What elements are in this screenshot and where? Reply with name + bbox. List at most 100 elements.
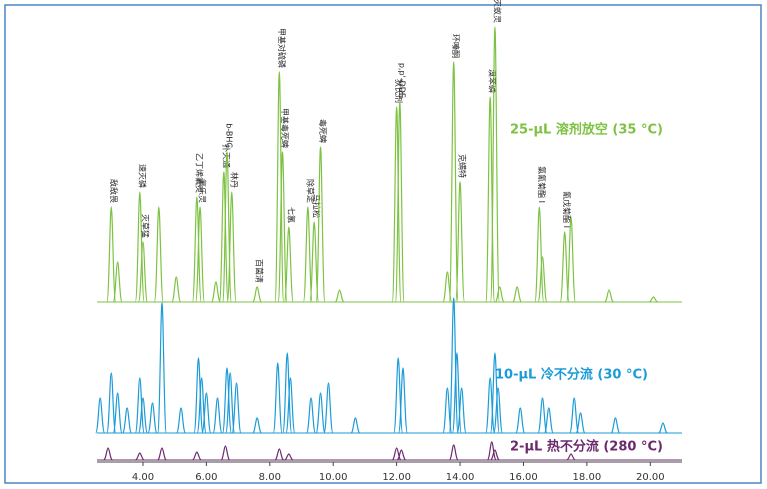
peak	[393, 357, 404, 434]
peak	[95, 397, 106, 434]
peak	[315, 146, 326, 303]
peak	[134, 191, 145, 303]
peak	[448, 61, 459, 303]
peak	[274, 448, 285, 461]
peak	[604, 289, 614, 303]
peak	[512, 286, 523, 303]
peak	[147, 402, 158, 434]
peak	[448, 297, 459, 434]
peak	[448, 444, 459, 461]
peak	[323, 382, 334, 434]
peak	[252, 286, 263, 303]
peak	[456, 387, 467, 434]
peak	[489, 26, 500, 303]
peak	[284, 453, 294, 461]
peak-label: 毒死蜱	[318, 119, 328, 143]
x-tick-label: 14.00	[446, 472, 475, 483]
peak	[489, 352, 500, 434]
frame	[4, 4, 762, 484]
peak	[135, 452, 145, 461]
peak	[282, 352, 293, 434]
peak-label: b-BHC	[225, 123, 234, 148]
peak	[306, 397, 317, 434]
peak-label: 乙丁烯氟灵	[194, 153, 204, 193]
peak	[566, 216, 577, 303]
peak	[272, 362, 283, 434]
peak	[157, 302, 167, 434]
peak	[192, 451, 202, 461]
peak	[490, 449, 500, 461]
peak-label: 百菌清	[255, 259, 265, 283]
peak	[302, 206, 313, 303]
peak	[153, 206, 164, 303]
peak	[122, 407, 133, 434]
peak-label: 扑灭通	[221, 144, 231, 168]
peak-label: 马拉松	[312, 194, 322, 218]
peak	[543, 407, 554, 434]
peak	[537, 397, 548, 434]
peak-label: 狄氏剂	[394, 79, 404, 103]
peak-label: 克螨特	[458, 154, 468, 178]
peak	[195, 206, 206, 303]
peak	[334, 289, 345, 303]
peak	[274, 71, 285, 303]
peak	[648, 296, 659, 303]
x-tick-label: 18.00	[573, 472, 602, 483]
peak	[218, 171, 229, 303]
peak	[658, 422, 668, 434]
x-tick-label: 4.00	[132, 472, 154, 483]
peak	[252, 417, 263, 434]
peak-label: 氯氰菊酯 I	[537, 166, 547, 203]
x-tick-label: 12.00	[382, 472, 411, 483]
peak	[134, 377, 145, 434]
x-tick-label: 16.00	[509, 472, 538, 483]
peak	[225, 372, 236, 434]
peak	[455, 181, 466, 303]
peak	[137, 241, 148, 303]
peak	[610, 417, 621, 434]
peak-label: 甲基对硫磷	[277, 28, 287, 68]
peak	[106, 372, 117, 434]
peak-label: 敌敌畏	[109, 179, 119, 203]
peak	[559, 231, 570, 303]
peak	[171, 276, 182, 303]
peak	[103, 447, 113, 461]
peak	[315, 392, 326, 434]
peak-label: 氟乐灵	[198, 179, 208, 203]
peak	[391, 106, 402, 303]
peak	[137, 397, 148, 434]
peak-label: 七氯	[286, 207, 296, 223]
peak	[176, 407, 187, 434]
peak	[226, 191, 237, 303]
x-tick-label: 20.00	[636, 472, 665, 483]
peak	[285, 377, 296, 434]
peak-label: 林丹	[229, 172, 239, 188]
peak	[485, 377, 496, 434]
peak-label: 环嗪酮	[451, 34, 461, 58]
peak	[396, 449, 407, 461]
peak	[537, 256, 548, 303]
peak-label: 溴苯磷	[488, 69, 498, 93]
peak	[569, 397, 580, 434]
peak	[157, 447, 167, 461]
peak	[515, 407, 526, 434]
x-tick-label: 10.00	[319, 472, 348, 483]
peak	[391, 447, 402, 461]
peak-label: p,p'-DDE	[397, 63, 406, 98]
series-label: 2-μL 热不分流 (280 °C)	[510, 439, 663, 455]
peak	[277, 151, 288, 303]
peak	[283, 226, 294, 303]
peak	[231, 382, 242, 434]
peak-label: 甲基毒死蜱	[280, 108, 290, 148]
peak	[442, 271, 453, 303]
peak-label: 氰戊菊酯 I	[562, 191, 572, 228]
peak-label: 速灭磷	[137, 164, 147, 188]
peak	[485, 96, 496, 303]
peak	[350, 417, 361, 434]
peak	[397, 367, 408, 434]
peak	[494, 286, 505, 303]
peak	[191, 196, 202, 303]
x-tick-label: 6.00	[195, 472, 217, 483]
peak	[210, 281, 221, 303]
